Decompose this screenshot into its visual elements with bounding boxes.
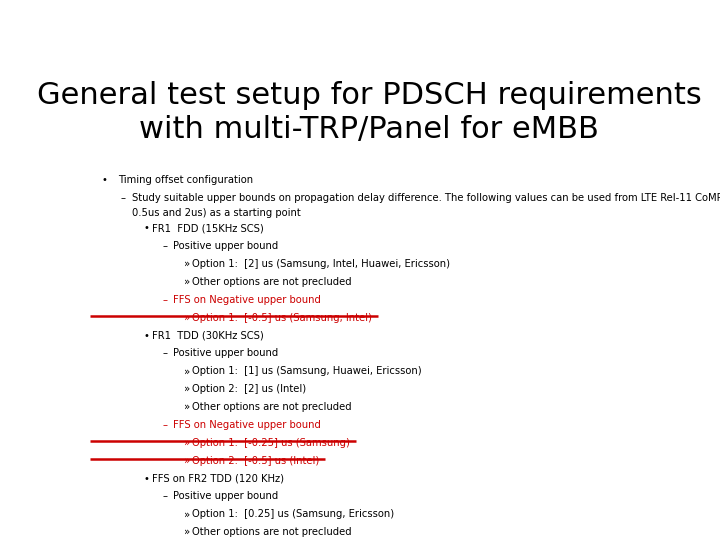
Text: Option 1:  [-0.5] us (Samsung, Intel): Option 1: [-0.5] us (Samsung, Intel): [192, 313, 372, 323]
Text: Option 1:  [0.25] us (Samsung, Ericsson): Option 1: [0.25] us (Samsung, Ericsson): [192, 509, 395, 519]
Text: »: »: [184, 277, 190, 287]
Text: Positive upper bound: Positive upper bound: [173, 241, 278, 251]
Text: »: »: [184, 313, 190, 323]
Text: FR1  TDD (30KHz SCS): FR1 TDD (30KHz SCS): [153, 330, 264, 341]
Text: –: –: [163, 348, 168, 359]
Text: •: •: [101, 175, 107, 185]
Text: »: »: [184, 527, 190, 537]
Text: Study suitable upper bounds on propagation delay difference. The following value: Study suitable upper bounds on propagati…: [132, 193, 720, 203]
Text: Option 2:  [-0.5] us (Intel): Option 2: [-0.5] us (Intel): [192, 456, 320, 465]
Text: –: –: [163, 241, 168, 251]
Text: »: »: [184, 509, 190, 519]
Text: •: •: [143, 474, 149, 484]
Text: with multi-TRP/Panel for eMBB: with multi-TRP/Panel for eMBB: [139, 114, 599, 144]
Text: FR1  FDD (15KHz SCS): FR1 FDD (15KHz SCS): [153, 223, 264, 233]
Text: –: –: [163, 491, 168, 502]
Text: –: –: [121, 193, 126, 203]
Text: Other options are not precluded: Other options are not precluded: [192, 277, 352, 287]
Text: Option 1:  [-0.25] us (Samsung): Option 1: [-0.25] us (Samsung): [192, 438, 350, 448]
Text: Option 2:  [2] us (Intel): Option 2: [2] us (Intel): [192, 384, 306, 394]
Text: Timing offset configuration: Timing offset configuration: [118, 175, 253, 185]
Text: General test setup for PDSCH requirements: General test setup for PDSCH requirement…: [37, 82, 701, 111]
Text: •: •: [143, 223, 149, 233]
Text: »: »: [184, 384, 190, 394]
Text: FFS on Negative upper bound: FFS on Negative upper bound: [173, 295, 320, 305]
Text: •: •: [143, 330, 149, 341]
Text: »: »: [184, 456, 190, 465]
Text: Positive upper bound: Positive upper bound: [173, 348, 278, 359]
Text: –: –: [163, 295, 168, 305]
Text: Other options are not precluded: Other options are not precluded: [192, 402, 352, 412]
Text: Option 1:  [2] us (Samsung, Intel, Huawei, Ericsson): Option 1: [2] us (Samsung, Intel, Huawei…: [192, 259, 450, 269]
Text: »: »: [184, 438, 190, 448]
Text: »: »: [184, 402, 190, 412]
Text: FFS on Negative upper bound: FFS on Negative upper bound: [173, 420, 320, 430]
Text: Other options are not precluded: Other options are not precluded: [192, 527, 352, 537]
Text: Positive upper bound: Positive upper bound: [173, 491, 278, 502]
Text: FFS on FR2 TDD (120 KHz): FFS on FR2 TDD (120 KHz): [153, 474, 284, 484]
Text: Option 1:  [1] us (Samsung, Huawei, Ericsson): Option 1: [1] us (Samsung, Huawei, Erics…: [192, 366, 422, 376]
Text: »: »: [184, 259, 190, 269]
Text: 0.5us and 2us) as a starting point: 0.5us and 2us) as a starting point: [132, 208, 301, 218]
Text: –: –: [163, 420, 168, 430]
Text: »: »: [184, 366, 190, 376]
